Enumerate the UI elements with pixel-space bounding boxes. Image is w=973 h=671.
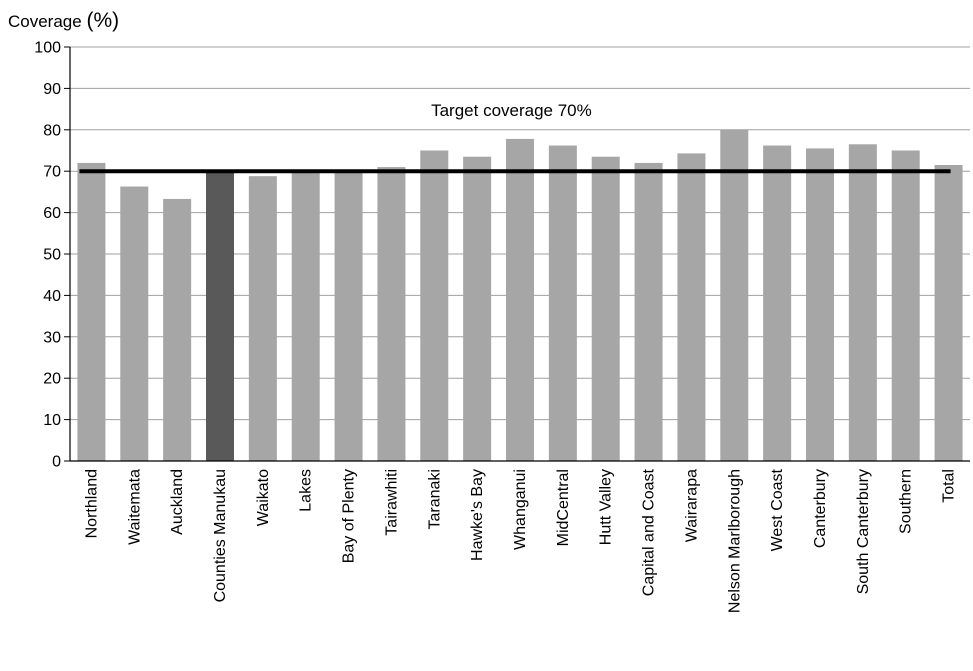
y-tick-labels: 0 10 20 30 40 50 60 70 80 90 100	[34, 40, 61, 471]
y-tick-label: 30	[43, 329, 61, 346]
y-tick-label: 0	[52, 454, 61, 471]
y-axis-label-text: Coverage	[8, 12, 82, 31]
y-tick-label: 70	[43, 164, 61, 181]
x-tick-label: Auckland	[169, 469, 186, 535]
y-axis-label: Coverage (%)	[8, 9, 119, 32]
x-tick-label: Waitemata	[126, 469, 143, 545]
bar-west-coast	[763, 145, 792, 462]
x-tick-label: Total	[941, 469, 958, 503]
x-tick-label: South Canterbury	[855, 469, 872, 594]
x-tick-label: Northland	[83, 469, 100, 538]
x-tick-label: Waikato	[255, 469, 272, 526]
bar-wairarapa	[677, 153, 706, 461]
x-tick-label: Lakes	[298, 469, 315, 512]
bar-hawke-s-bay	[463, 156, 492, 461]
x-tick-label: Whanganui	[512, 469, 529, 550]
x-tick-label: Southern	[898, 469, 915, 534]
target-annotation: Target coverage 70%	[431, 101, 592, 120]
bar-northland	[77, 162, 106, 462]
x-tick-label: Nelson Marlborough	[726, 469, 743, 613]
bar-southern	[891, 150, 920, 461]
y-tick-label: 60	[43, 205, 61, 222]
x-tick-label: Hutt Valley	[598, 469, 615, 545]
bar-canterbury	[806, 148, 834, 461]
bar-taranaki	[420, 150, 449, 461]
bar-lakes	[291, 171, 320, 461]
bar-auckland	[163, 198, 192, 462]
x-tick-label: Capital and Coast	[641, 468, 658, 596]
x-tick-label: Hawke's Bay	[469, 469, 486, 561]
bar-south-canterbury	[848, 144, 877, 462]
x-tick-label: Bay of Plenty	[341, 469, 358, 563]
x-tick-label: West Coast	[769, 468, 786, 551]
x-tick-label: MidCentral	[555, 469, 572, 546]
x-tick-labels: Northland Waitemata Auckland Counties Manuk…	[83, 468, 957, 613]
bar-waikato	[248, 176, 277, 461]
x-tick-label: Counties Manukau	[212, 469, 229, 602]
bar-bay-of-plenty	[334, 171, 363, 461]
bar-total	[934, 164, 963, 462]
x-tick-label: Wairarapa	[683, 469, 700, 542]
bar-tairawhiti	[377, 167, 406, 461]
y-tick-label: 80	[43, 122, 61, 139]
bar-hutt-valley	[591, 156, 620, 461]
bar-capital-and-coast	[634, 162, 663, 462]
y-tick-label: 90	[43, 81, 61, 98]
x-tick-label: Tairawhiti	[383, 469, 400, 536]
y-tick-label: 10	[43, 412, 61, 429]
y-tick-label: 20	[43, 371, 61, 388]
bars	[77, 129, 963, 462]
y-tick-label: 40	[43, 288, 61, 305]
bar-waitemata	[120, 186, 149, 461]
bar-counties-manukau	[206, 169, 234, 461]
axes	[69, 47, 970, 462]
bar-midcentral	[548, 145, 577, 462]
bar-whanganui	[506, 138, 534, 461]
bar-nelson-marlborough	[720, 129, 749, 462]
y-tick-label: 100	[34, 40, 61, 57]
y-tick-label: 50	[43, 247, 61, 264]
y-axis-label-unit: (%)	[86, 9, 119, 32]
x-tick-label: Taranaki	[426, 469, 443, 529]
x-tick-label: Canterbury	[812, 469, 829, 548]
